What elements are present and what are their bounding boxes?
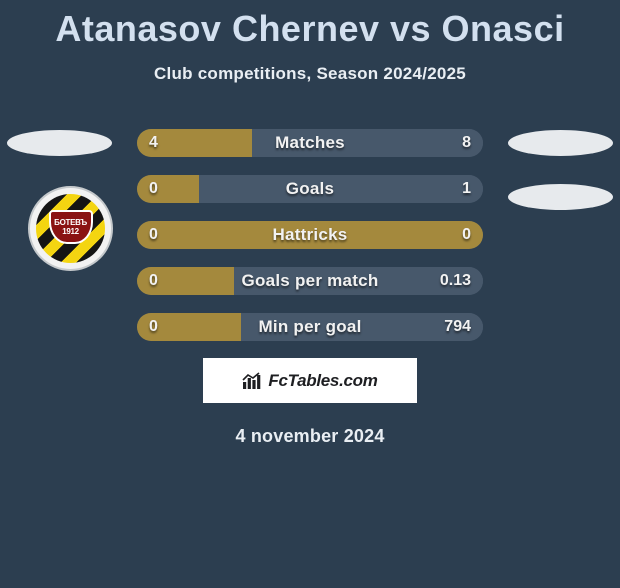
source-text: FcTables.com bbox=[268, 371, 377, 391]
source-box: FcTables.com bbox=[203, 358, 417, 403]
stat-row: Matches48 bbox=[137, 129, 483, 157]
page-title: Atanasov Chernev vs Onasci bbox=[0, 8, 620, 50]
stat-row: Goals01 bbox=[137, 175, 483, 203]
stat-bar-right bbox=[252, 129, 483, 157]
stat-bar-right bbox=[234, 267, 483, 295]
stat-row: Min per goal0794 bbox=[137, 313, 483, 341]
player-right-logo-placeholder-a bbox=[508, 130, 613, 156]
stat-bar-left bbox=[137, 129, 252, 157]
player-right-logo-placeholder-b bbox=[508, 184, 613, 210]
chart-icon bbox=[242, 372, 262, 390]
stat-bar-left bbox=[137, 175, 199, 203]
stat-bar-right bbox=[199, 175, 483, 203]
player-left-logo-placeholder bbox=[7, 130, 112, 156]
stat-bar-left bbox=[137, 267, 234, 295]
subtitle: Club competitions, Season 2024/2025 bbox=[0, 64, 620, 84]
club-badge: БОТЕВЪ1912 bbox=[28, 186, 113, 271]
stats-bars: Matches48 Goals01 Hattricks00 Goals per mat… bbox=[137, 129, 483, 359]
stat-row: Hattricks00 bbox=[137, 221, 483, 249]
stat-row: Goals per match00.13 bbox=[137, 267, 483, 295]
club-badge-text: БОТЕВЪ1912 bbox=[54, 218, 87, 236]
date-line: 4 november 2024 bbox=[0, 426, 620, 447]
stat-bar-right bbox=[241, 313, 483, 341]
stat-bar-left bbox=[137, 221, 483, 249]
stat-bar-left bbox=[137, 313, 241, 341]
